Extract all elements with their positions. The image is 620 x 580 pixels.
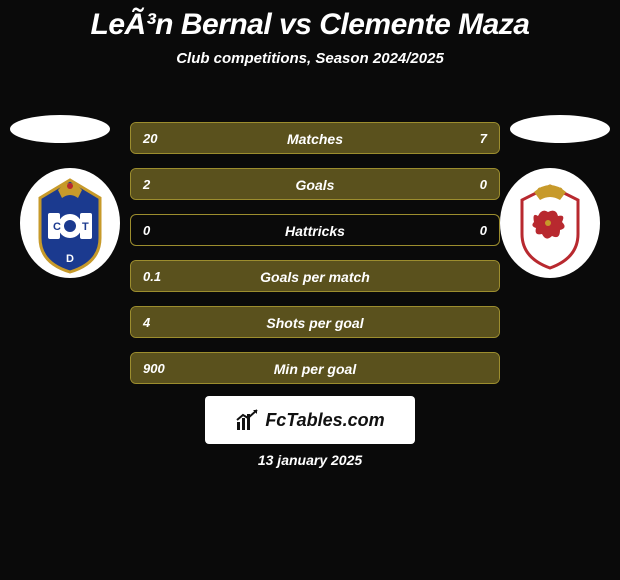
stat-label: Goals bbox=[131, 169, 499, 200]
stat-value-right: 0 bbox=[468, 215, 499, 246]
stat-row: 2Goals0 bbox=[130, 168, 500, 200]
stat-value-right: 7 bbox=[468, 123, 499, 154]
stat-label: Goals per match bbox=[131, 261, 499, 292]
stat-row: 900Min per goal bbox=[130, 352, 500, 384]
stat-row: 0.1Goals per match bbox=[130, 260, 500, 292]
player-left-marker bbox=[10, 115, 110, 143]
svg-text:C: C bbox=[53, 221, 61, 233]
fctables-logo: FcTables.com bbox=[205, 396, 415, 444]
stat-label: Hattricks bbox=[131, 215, 499, 246]
subtitle: Club competitions, Season 2024/2025 bbox=[0, 50, 620, 67]
date-label: 13 january 2025 bbox=[0, 452, 620, 468]
stat-row: 0Hattricks0 bbox=[130, 214, 500, 246]
team-left-crest: C T D bbox=[20, 168, 120, 278]
stat-label: Shots per goal bbox=[131, 307, 499, 338]
stat-value-right: 0 bbox=[468, 169, 499, 200]
logo-text: FcTables.com bbox=[265, 410, 384, 431]
team-right-crest bbox=[500, 168, 600, 278]
logo-icon bbox=[235, 408, 261, 432]
page-title: LeÃ³n Bernal vs Clemente Maza bbox=[0, 0, 620, 42]
player-right-marker bbox=[510, 115, 610, 143]
stat-label: Matches bbox=[131, 123, 499, 154]
stat-row: 20Matches7 bbox=[130, 122, 500, 154]
stat-label: Min per goal bbox=[131, 353, 499, 384]
stats-bars: 20Matches72Goals00Hattricks00.1Goals per… bbox=[130, 122, 500, 398]
stat-row: 4Shots per goal bbox=[130, 306, 500, 338]
svg-text:T: T bbox=[82, 221, 89, 233]
svg-text:D: D bbox=[66, 253, 74, 265]
